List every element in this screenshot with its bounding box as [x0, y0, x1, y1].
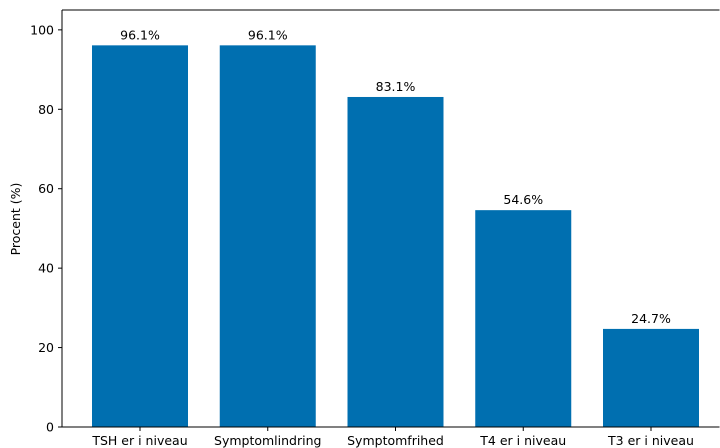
x-tick-label: T3 er i niveau: [607, 433, 694, 448]
bar: [475, 210, 572, 427]
y-tick-label: 0: [46, 420, 54, 435]
bar: [347, 96, 444, 427]
y-tick-label: 100: [30, 22, 54, 37]
y-tick-label: 60: [38, 181, 54, 196]
bar-value-label: 83.1%: [376, 79, 416, 94]
bar: [92, 45, 188, 428]
y-tick-label: 20: [38, 340, 54, 355]
y-axis-ticks: 0 20 40 60 80 100: [30, 22, 62, 435]
y-tick-label: 80: [38, 102, 54, 117]
y-axis-label: Procent (%): [8, 183, 23, 256]
bar-value-label: 96.1%: [120, 27, 160, 42]
bars-group: [92, 45, 699, 428]
bar-value-label: 24.7%: [631, 311, 671, 326]
bar: [603, 328, 699, 427]
x-tick-label: Symptomlindring: [214, 433, 321, 448]
bar: [219, 45, 316, 428]
y-tick-label: 40: [38, 261, 54, 276]
x-tick-label: TSH er i niveau: [91, 433, 187, 448]
x-tick-label: T4 er i niveau: [479, 433, 566, 448]
bar-value-label: 96.1%: [248, 27, 288, 42]
bar-value-label: 54.6%: [503, 192, 543, 207]
data-labels-group: 96.1% 96.1% 83.1% 54.6% 24.7%: [120, 27, 671, 326]
x-tick-label: Symptomfrihed: [347, 433, 444, 448]
x-axis-ticks: TSH er i niveau Symptomlindring Symptomfri…: [91, 427, 694, 448]
